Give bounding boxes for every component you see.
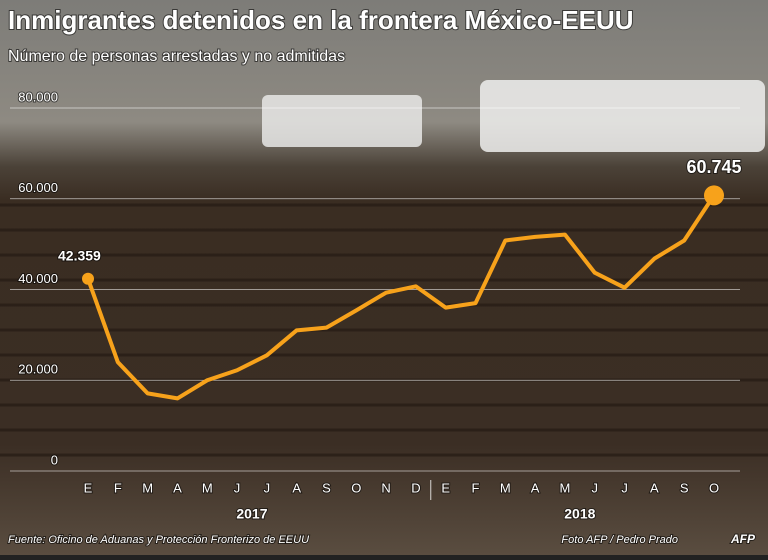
x-tick-label: F — [114, 480, 122, 495]
y-tick-label: 60.000 — [18, 180, 58, 195]
x-tick-label: M — [560, 480, 571, 495]
y-tick-label: 0 — [51, 452, 58, 467]
chart-subtitle: Número de personas arrestadas y no admit… — [8, 48, 345, 65]
x-tick-label: D — [411, 480, 420, 495]
x-tick-label: A — [173, 480, 182, 495]
photo-truck — [262, 95, 422, 147]
end-dot — [82, 272, 94, 285]
x-tick-label: M — [500, 480, 511, 495]
x-tick-label: O — [709, 480, 719, 495]
x-tick-label: A — [292, 480, 301, 495]
y-tick-label: 20.000 — [18, 362, 58, 377]
x-tick-label: J — [592, 480, 599, 495]
data-line — [86, 194, 716, 401]
x-tick-label: S — [322, 480, 331, 495]
end-dot — [704, 185, 724, 206]
year-label: 2017 — [236, 506, 267, 522]
x-tick-label: J — [621, 480, 628, 495]
logo: AFP — [730, 532, 756, 546]
chart-title: Inmigrantes detenidos en la frontera Méx… — [8, 5, 634, 35]
x-tick-label: F — [472, 480, 480, 495]
photo-truck — [480, 80, 765, 152]
source: Fuente: Oficino de Aduanas y Protección … — [8, 534, 309, 546]
year-label: 2018 — [564, 506, 595, 522]
value-label: 60.745 — [686, 157, 741, 177]
x-tick-label: N — [381, 480, 390, 495]
x-tick-label: E — [441, 480, 450, 495]
y-tick-label: 40.000 — [18, 271, 58, 286]
x-tick-label: E — [84, 480, 93, 495]
x-tick-label: A — [531, 480, 540, 495]
x-tick-label: A — [650, 480, 659, 495]
x-tick-label: M — [142, 480, 153, 495]
x-tick-label: O — [351, 480, 361, 495]
x-tick-label: J — [264, 480, 271, 495]
x-tick-label: S — [680, 480, 689, 495]
y-tick-label: 80.000 — [18, 89, 58, 104]
photo-credit: Foto AFP / Pedro Prado — [561, 534, 678, 546]
x-tick-label: J — [234, 480, 241, 495]
value-label: 42.359 — [58, 247, 101, 263]
x-tick-label: M — [202, 480, 213, 495]
